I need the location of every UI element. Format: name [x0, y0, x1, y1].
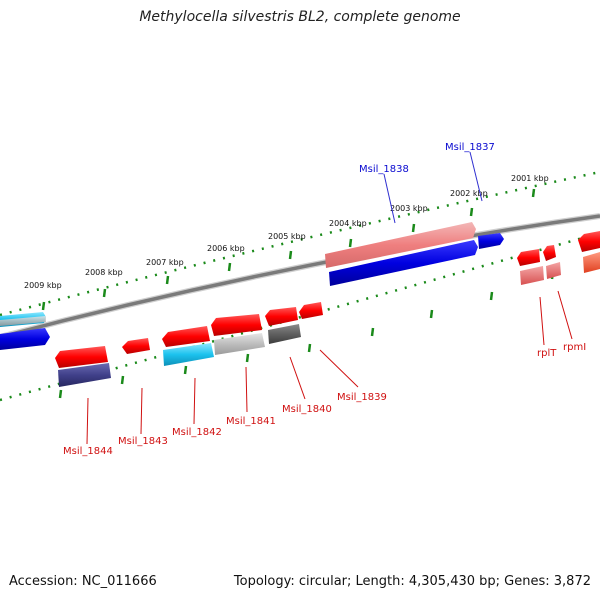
gene-feature-msil-1844-base[interactable] — [58, 363, 111, 387]
gene-feature-msil-1841[interactable] — [211, 314, 262, 336]
gene-label-rpmi[interactable]: rpmI — [563, 342, 586, 353]
gene-feature-msil-1838[interactable] — [325, 222, 476, 268]
genome-backbone — [0, 213, 600, 340]
gene-feature-msil-1837[interactable] — [478, 233, 504, 249]
ruler-labels: 2001 kbp 2002 kbp 2003 kbp 2004 kbp 2005… — [24, 174, 549, 290]
kbp-label-2002: 2002 kbp — [450, 189, 488, 198]
gene-feature-msil-1842-base[interactable] — [163, 343, 214, 366]
gene-feature-msil-1839[interactable] — [299, 302, 323, 319]
gene-feature-msil-1838-base[interactable] — [329, 240, 478, 286]
gene-feature-msil-1840-base[interactable] — [268, 324, 301, 344]
gene-feature[interactable] — [578, 231, 600, 252]
kbp-label-2007: 2007 kbp — [146, 258, 184, 267]
gene-label-msil-1839[interactable]: Msil_1839 — [337, 392, 387, 403]
genome-summary-text: Topology: circular; Length: 4,305,430 bp… — [233, 574, 591, 589]
kbp-label-2005: 2005 kbp — [268, 232, 306, 241]
gene-label-msil-1843[interactable]: Msil_1843 — [118, 436, 168, 447]
gene-label-msil-1842[interactable]: Msil_1842 — [172, 427, 222, 438]
gene-label-msil-1837[interactable]: Msil_1837 — [445, 142, 495, 153]
kbp-label-2006: 2006 kbp — [207, 244, 245, 253]
kbp-label-2003: 2003 kbp — [390, 204, 428, 213]
gene-feature-msil-1843[interactable] — [122, 338, 150, 354]
gene-feature-rplt[interactable] — [520, 266, 544, 285]
forward-strand-features — [0, 222, 504, 350]
gene-feature[interactable] — [517, 249, 540, 266]
gene-label-rplt[interactable]: rplT — [537, 348, 557, 359]
reverse-gene-labels — [86, 290, 573, 445]
gene-feature-msil-1841-base[interactable] — [214, 333, 265, 355]
forward-gene-labels: Msil_1838 Msil_1837 — [359, 142, 495, 224]
ruler-major-ticks — [41, 188, 555, 399]
gene-feature-msil-1840[interactable] — [265, 307, 298, 326]
gene-feature[interactable] — [583, 252, 600, 273]
gene-feature[interactable] — [0, 328, 50, 350]
kbp-label-2009: 2009 kbp — [24, 281, 62, 290]
gene-feature[interactable] — [0, 316, 46, 326]
gene-label-msil-1840[interactable]: Msil_1840 — [282, 404, 332, 415]
kbp-label-2001: 2001 kbp — [511, 174, 549, 183]
accession-text: Accession: NC_011666 — [9, 574, 157, 589]
gene-feature-rpmi[interactable] — [546, 262, 561, 279]
kbp-label-2008: 2008 kbp — [85, 268, 123, 277]
gene-label-msil-1844[interactable]: Msil_1844 — [63, 446, 113, 457]
reverse-gene-label-texts: Msil_1844 Msil_1843 Msil_1842 Msil_1841 … — [63, 342, 586, 457]
reverse-strand-features — [55, 231, 600, 387]
inner-ruler-track — [0, 231, 600, 402]
gene-label-msil-1838[interactable]: Msil_1838 — [359, 164, 409, 175]
gene-feature-msil-1844[interactable] — [55, 346, 108, 368]
outer-ruler-track — [0, 170, 600, 317]
gene-label-msil-1841[interactable]: Msil_1841 — [226, 416, 276, 427]
gene-feature[interactable] — [543, 245, 556, 261]
gene-feature-msil-1842[interactable] — [162, 326, 210, 347]
kbp-label-2004: 2004 kbp — [329, 219, 367, 228]
page-title: Methylocella silvestris BL2, complete ge… — [139, 9, 461, 25]
